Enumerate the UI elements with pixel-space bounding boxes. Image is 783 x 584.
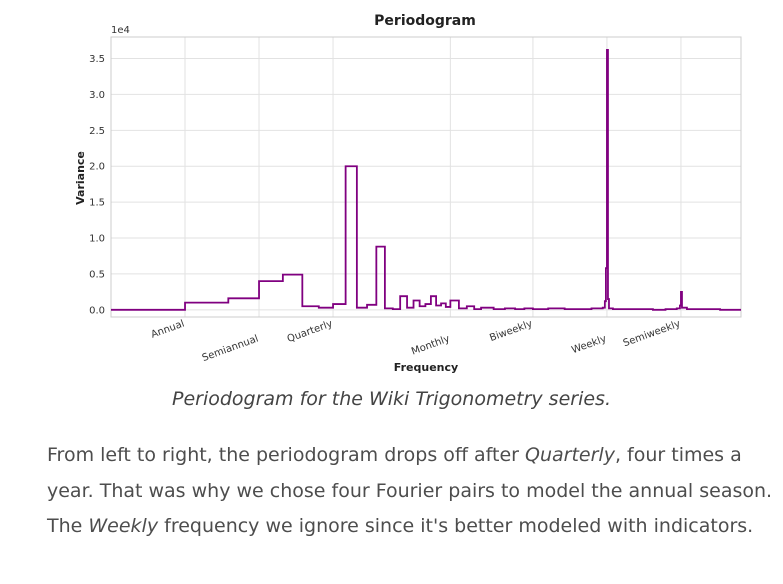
- x-axis-label: Frequency: [394, 361, 458, 374]
- y-tick-label: 1.5: [89, 198, 105, 209]
- paragraph-part-3: frequency we ignore since it's better mo…: [158, 515, 754, 537]
- x-tick-label: Quarterly: [286, 318, 334, 345]
- x-tick-label: Biweekly: [488, 318, 534, 344]
- x-tick-labels: Annual Semiannual Quarterly Monthly Biweekly…: [150, 318, 682, 364]
- paragraph-emphasis-weekly: Weekly: [88, 515, 159, 537]
- periodogram-chart: 0.0 0.5 1.0 1.5 2.0 2.5 3.0 3.5 Annual Semiannua…: [74, 13, 742, 374]
- x-tick-label: Monthly: [410, 333, 451, 357]
- y-tick-label: 3.5: [89, 54, 105, 65]
- y-tick-label: 0.5: [89, 269, 105, 280]
- plot-area-frame: [110, 36, 742, 318]
- figure-caption: Periodogram for the Wiki Trigonometry se…: [171, 388, 611, 410]
- chart-title: Periodogram: [374, 13, 476, 29]
- y-tick-label: 2.0: [89, 162, 105, 173]
- grid-lines: [111, 37, 741, 317]
- y-tick-label: 1.0: [89, 234, 105, 245]
- y-offset-label: 1e4: [111, 25, 130, 36]
- x-tick-label: Annual: [150, 318, 186, 340]
- paragraph-part-2: , four times a year. That was why we cho…: [47, 444, 773, 537]
- x-tick-label: Semiannual: [201, 333, 260, 364]
- x-tick-label: Weekly: [570, 333, 608, 356]
- series-line-periodogram: [111, 49, 741, 311]
- paragraph-part-1: From left to right, the periodogram drop…: [47, 444, 526, 466]
- y-tick-label: 3.0: [89, 90, 105, 101]
- x-tick-label: Semiweekly: [622, 318, 682, 349]
- y-tick-label: 2.5: [89, 126, 105, 137]
- y-tick-labels: 0.0 0.5 1.0 1.5 2.0 2.5 3.0 3.5: [89, 54, 105, 316]
- explanation-paragraph: From left to right, the periodogram drop…: [47, 438, 783, 545]
- y-axis-label: Variance: [74, 151, 87, 205]
- paragraph-emphasis-quarterly: Quarterly: [525, 444, 615, 466]
- y-tick-label: 0.0: [89, 305, 105, 316]
